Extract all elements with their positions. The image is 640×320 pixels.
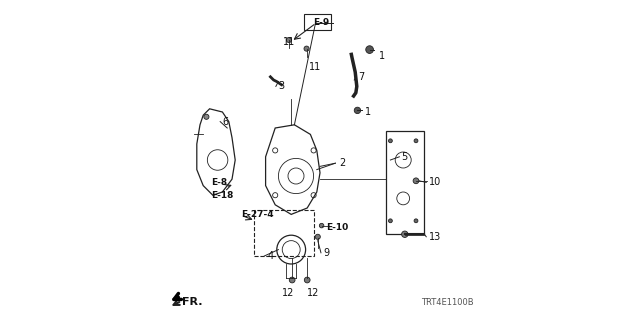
Circle shape xyxy=(388,139,392,143)
Text: 2: 2 xyxy=(339,158,346,168)
Text: 5: 5 xyxy=(402,152,408,162)
Circle shape xyxy=(366,46,374,53)
Circle shape xyxy=(315,234,321,239)
FancyArrowPatch shape xyxy=(173,300,180,305)
Text: 7: 7 xyxy=(358,72,365,82)
Text: 1: 1 xyxy=(380,51,385,61)
Text: E-27-4: E-27-4 xyxy=(242,210,274,219)
Text: 11: 11 xyxy=(309,62,321,72)
Text: TRT4E1100B: TRT4E1100B xyxy=(421,298,474,307)
Text: E-18: E-18 xyxy=(211,191,234,200)
Circle shape xyxy=(388,219,392,223)
Circle shape xyxy=(305,277,310,283)
Text: 3: 3 xyxy=(278,81,285,92)
Text: 9: 9 xyxy=(323,248,330,258)
Circle shape xyxy=(402,231,408,237)
Text: 12: 12 xyxy=(307,288,319,298)
Circle shape xyxy=(355,107,361,114)
Circle shape xyxy=(289,277,295,283)
Circle shape xyxy=(413,178,419,184)
Circle shape xyxy=(414,219,418,223)
Text: 12: 12 xyxy=(282,288,294,298)
Text: FR.: FR. xyxy=(182,297,203,308)
Circle shape xyxy=(304,46,309,51)
Bar xyxy=(385,131,424,234)
Circle shape xyxy=(319,223,324,228)
Circle shape xyxy=(204,114,209,119)
Text: 4: 4 xyxy=(268,251,273,261)
Text: 6: 6 xyxy=(223,116,228,127)
Text: 1: 1 xyxy=(365,107,371,117)
Text: E-10: E-10 xyxy=(326,223,349,232)
Text: 10: 10 xyxy=(429,177,441,188)
Text: E-8: E-8 xyxy=(211,178,227,187)
Bar xyxy=(254,210,314,256)
Text: E-9: E-9 xyxy=(314,18,330,27)
Circle shape xyxy=(414,139,418,143)
Text: 13: 13 xyxy=(429,232,441,242)
Text: 11: 11 xyxy=(283,36,296,47)
Circle shape xyxy=(287,37,292,43)
